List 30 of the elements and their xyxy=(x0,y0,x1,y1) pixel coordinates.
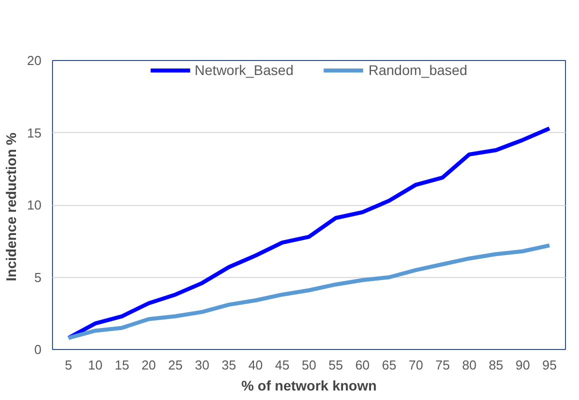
x-tick-label: 30 xyxy=(194,358,210,372)
x-tick-label: 80 xyxy=(462,358,477,372)
x-tick-label: 95 xyxy=(542,358,557,372)
x-tick-label: 60 xyxy=(355,358,370,372)
x-tick-label: 5 xyxy=(64,358,72,372)
x-tick-label: 25 xyxy=(168,358,183,372)
x-tick-label: 75 xyxy=(435,358,450,372)
y-axis-title: Incidence reduction % xyxy=(3,132,20,282)
x-axis-title: % of network known xyxy=(241,378,377,394)
line-series xyxy=(66,243,552,340)
y-tick-label: 5 xyxy=(34,270,42,285)
x-tick-label: 90 xyxy=(516,358,530,372)
y-tick-label: 15 xyxy=(27,125,42,140)
x-tick-label: 45 xyxy=(275,358,290,372)
x-tick-label: 20 xyxy=(141,358,156,372)
x-tick-label: 65 xyxy=(382,358,396,372)
legend-label: Random_based xyxy=(368,62,468,78)
legend-label: Network_Based xyxy=(194,62,294,78)
x-tick-label: 10 xyxy=(88,358,102,372)
x-tick-label: 35 xyxy=(222,358,236,372)
x-tick-label: 55 xyxy=(328,358,343,372)
x-tick-label: 70 xyxy=(408,358,424,372)
y-tick-label: 0 xyxy=(34,342,42,357)
x-tick-label: 40 xyxy=(248,358,263,372)
y-tick-label: 10 xyxy=(27,198,42,212)
x-tick-label: 50 xyxy=(302,358,316,372)
x-tick-label: 15 xyxy=(114,358,130,372)
y-tick-label: 20 xyxy=(27,53,42,68)
line-series xyxy=(66,126,552,340)
x-tick-label: 85 xyxy=(488,358,504,372)
